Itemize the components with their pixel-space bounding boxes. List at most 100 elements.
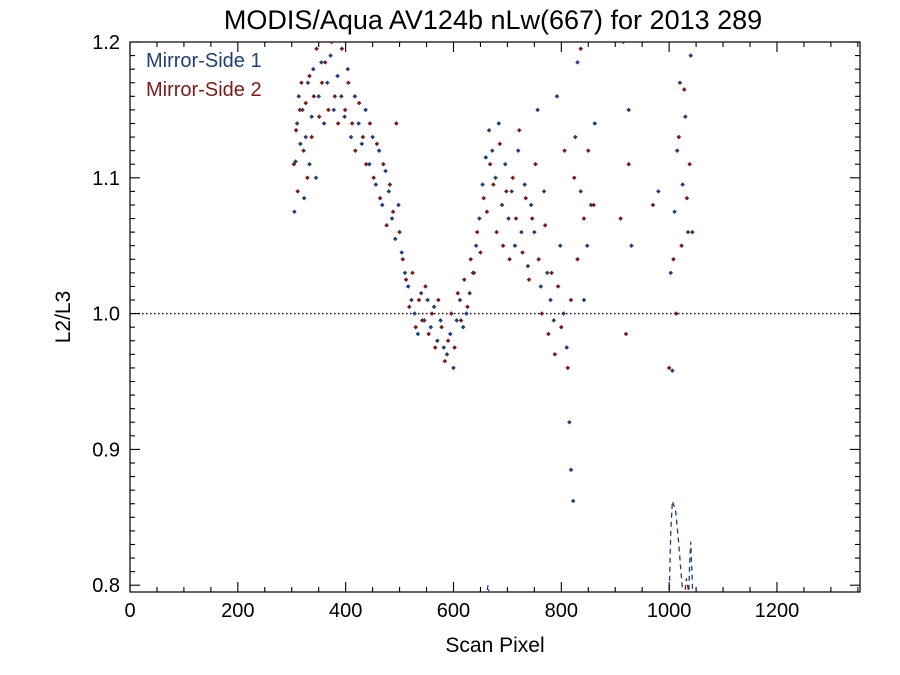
data-point-mirror-side-2 <box>419 318 425 323</box>
data-point-mirror-side-1 <box>535 107 540 113</box>
legend: Mirror-Side 1 Mirror-Side 2 <box>146 50 262 101</box>
data-point-mirror-side-2 <box>591 202 596 208</box>
data-point-mirror-side-1 <box>568 467 574 473</box>
data-point-mirror-side-1 <box>467 290 472 296</box>
data-point-mirror-side-2 <box>406 304 412 310</box>
data-point-mirror-side-2 <box>429 311 435 316</box>
data-point-mirror-side-1 <box>359 141 365 147</box>
data-point-mirror-side-2 <box>623 331 629 337</box>
data-point-mirror-side-2 <box>390 209 396 215</box>
data-point-mirror-side-1 <box>548 297 553 303</box>
data-point-mirror-side-2 <box>559 324 564 330</box>
data-point-mirror-side-2 <box>687 161 692 167</box>
data-point-mirror-side-1 <box>300 107 305 113</box>
data-point-mirror-side-2 <box>342 107 348 113</box>
data-point-mirror-side-2 <box>578 46 584 52</box>
data-point-mirror-side-1 <box>506 216 511 221</box>
data-point-mirror-side-2 <box>322 60 328 65</box>
data-point-mirror-side-1 <box>541 189 547 194</box>
data-point-mirror-side-2 <box>303 100 309 106</box>
data-point-mirror-side-2 <box>568 297 574 303</box>
data-point-mirror-side-1 <box>428 324 434 330</box>
data-point-mirror-side-2 <box>410 270 415 276</box>
data-point-mirror-side-2 <box>468 256 474 262</box>
data-point-mirror-side-2 <box>676 134 682 140</box>
data-point-mirror-side-2 <box>363 161 369 167</box>
data-point-mirror-side-1 <box>386 189 392 194</box>
data-point-mirror-side-1 <box>581 297 587 303</box>
data-point-mirror-side-2 <box>339 46 345 52</box>
x-axis-label: Scan Pixel <box>445 634 544 657</box>
data-point-mirror-side-1 <box>316 94 322 99</box>
data-point-mirror-side-1 <box>293 159 298 164</box>
data-point-mirror-side-1 <box>370 134 375 140</box>
data-point-mirror-side-1 <box>477 216 482 221</box>
data-point-mirror-side-1 <box>392 236 398 242</box>
data-point-mirror-side-1 <box>668 270 674 276</box>
data-point-mirror-side-2 <box>426 331 431 337</box>
data-point-mirror-side-2 <box>394 121 399 126</box>
data-point-mirror-side-2 <box>666 365 672 371</box>
data-point-mirror-side-2 <box>442 358 448 364</box>
data-point-mirror-side-2 <box>335 121 341 126</box>
y-tick-label: 0.8 <box>92 575 120 597</box>
data-point-mirror-side-2 <box>546 331 551 337</box>
data-point-mirror-side-2 <box>436 297 441 303</box>
data-point-mirror-side-2 <box>565 365 571 371</box>
data-point-mirror-side-2 <box>626 161 632 167</box>
data-point-mirror-side-1 <box>425 297 430 303</box>
data-point-mirror-side-1 <box>685 229 691 235</box>
data-point-mirror-side-2 <box>329 42 334 45</box>
data-point-mirror-side-1 <box>309 114 314 119</box>
data-point-mirror-side-1 <box>672 209 677 215</box>
data-point-mirror-side-2 <box>291 161 297 167</box>
data-point-mirror-side-2 <box>478 250 483 255</box>
data-point-mirror-side-1 <box>522 182 527 187</box>
data-point-mirror-side-1 <box>525 263 531 269</box>
data-point-mirror-side-2 <box>309 134 314 140</box>
dashed-series-line <box>486 585 490 592</box>
data-point-mirror-side-1 <box>307 161 312 167</box>
data-point-mirror-side-1 <box>532 229 537 235</box>
data-point-mirror-side-2 <box>520 250 525 255</box>
data-point-mirror-side-2 <box>539 311 545 316</box>
axis-ticks: 0 200 400 600 800 1000 1200 0.8 0.9 1.0 1.1 1.2 <box>92 32 860 622</box>
data-point-mirror-side-1 <box>447 331 453 337</box>
data-point-mirror-side-1 <box>435 338 440 344</box>
data-point-mirror-side-2 <box>416 297 422 303</box>
data-point-mirror-side-2 <box>439 324 444 330</box>
data-point-mirror-side-1 <box>405 284 411 289</box>
data-point-mirror-side-1 <box>496 121 502 126</box>
data-point-mirror-side-2 <box>349 121 355 126</box>
data-point-mirror-side-1 <box>305 80 311 86</box>
data-point-mirror-side-2 <box>650 202 656 208</box>
data-point-mirror-side-1 <box>561 311 566 316</box>
data-point-mirror-side-1 <box>331 107 337 113</box>
data-point-mirror-side-2 <box>681 87 687 92</box>
data-point-mirror-side-1 <box>296 94 302 99</box>
data-point-mirror-side-1 <box>431 304 437 310</box>
data-point-mirror-side-1 <box>313 175 319 181</box>
data-point-mirror-side-1 <box>551 318 557 323</box>
data-point-mirror-side-1 <box>515 148 521 153</box>
data-point-mirror-side-2 <box>465 304 470 310</box>
data-point-mirror-side-2 <box>307 73 312 79</box>
data-point-mirror-side-2 <box>381 161 386 167</box>
data-point-mirror-side-2 <box>452 345 457 350</box>
data-point-mirror-side-1 <box>325 80 330 86</box>
data-point-mirror-side-1 <box>399 250 405 255</box>
data-point-mirror-side-2 <box>371 175 376 181</box>
data-point-mirror-side-2 <box>513 216 519 221</box>
data-point-mirror-side-2 <box>332 94 338 99</box>
data-point-mirror-side-2 <box>367 121 373 126</box>
data-point-mirror-side-2 <box>690 229 695 235</box>
data-point-mirror-side-1 <box>363 107 368 113</box>
data-point-mirror-side-2 <box>552 352 558 357</box>
data-point-mirror-side-2 <box>471 270 477 276</box>
dashed-series-line <box>684 578 690 592</box>
y-axis-label: L2/L3 <box>52 291 75 344</box>
data-point-mirror-side-1 <box>621 42 626 45</box>
data-point-mirror-side-1 <box>396 202 401 208</box>
data-point-mirror-side-1 <box>311 66 316 72</box>
data-point-mirror-side-2 <box>387 182 393 187</box>
